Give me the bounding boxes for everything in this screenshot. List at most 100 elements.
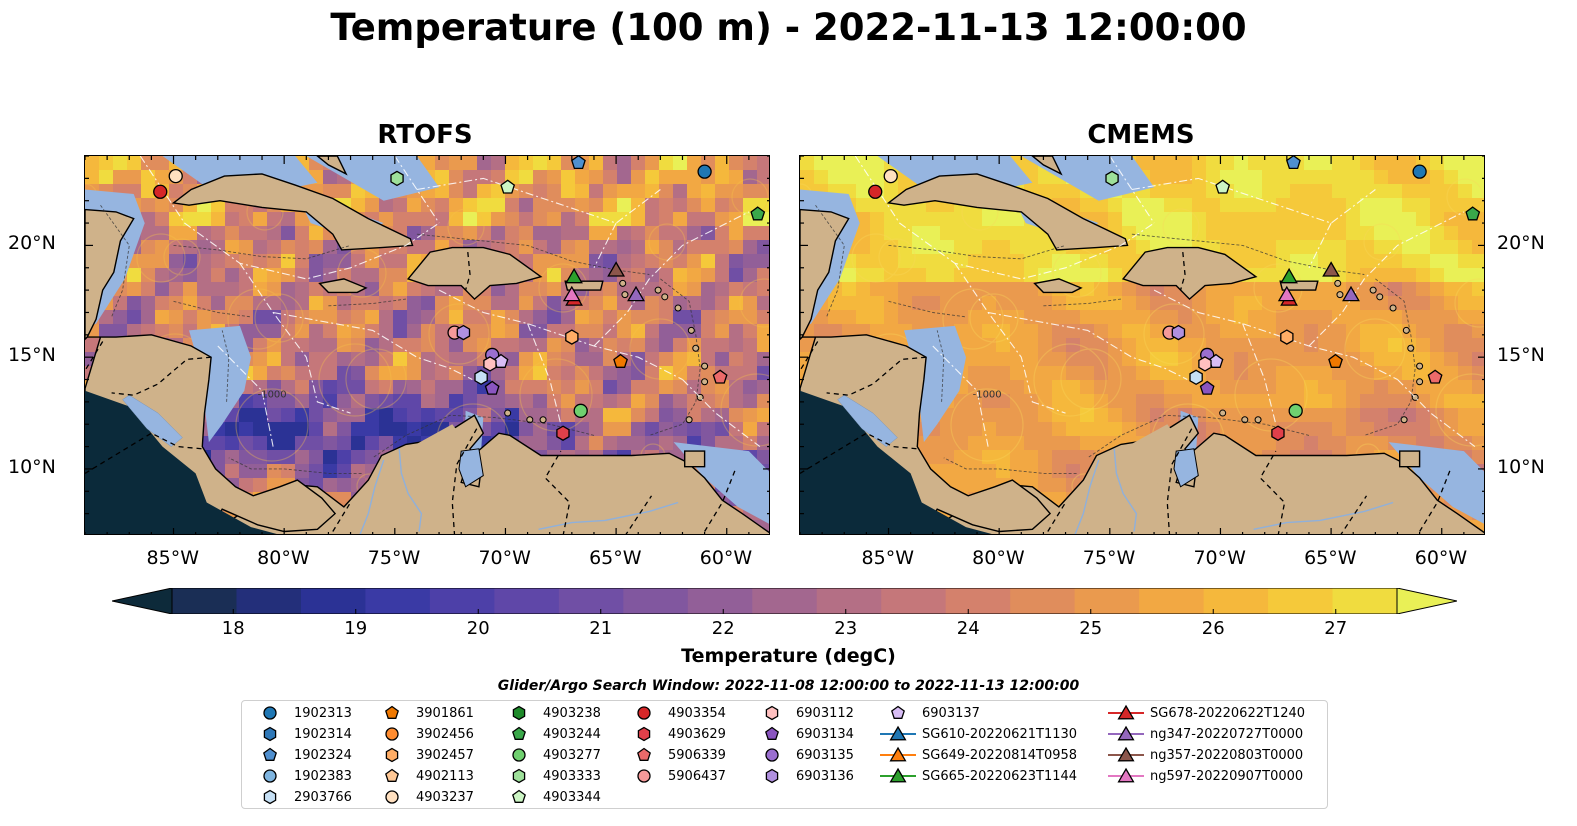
legend-marker-hexagon: [765, 768, 779, 784]
legend-marker-pentagon: [637, 747, 651, 761]
rtofs-map-canvas: -1000: [85, 156, 769, 534]
legend-item: 3901861: [372, 703, 474, 723]
legend-marker-hexagon: [385, 747, 399, 763]
y-tick-label: 10°N: [1497, 455, 1545, 478]
x-tick-label: 85°W: [146, 547, 199, 569]
platform-4903277: [573, 403, 588, 418]
platform-6903112: [1198, 356, 1212, 372]
legend-marker-hexagon: [263, 789, 277, 805]
legend-label: 4903354: [668, 705, 726, 721]
frame-ticks: [800, 156, 1484, 534]
legend-label: 4903277: [543, 747, 601, 763]
platform-ng347-20220727T0000: [627, 285, 645, 302]
colorbar: [112, 588, 1457, 614]
x-tick-label: 75°W: [1082, 547, 1136, 569]
colorbar-tick-label: 26: [1201, 618, 1225, 639]
legend-label: 4903238: [543, 705, 601, 721]
legend-marker-pentagon: [765, 726, 779, 740]
platform-4903277: [1288, 403, 1303, 418]
frame-ticks: [85, 156, 769, 534]
platform-ng597-20220907T0000: [562, 285, 581, 302]
platform-4903244: [1465, 206, 1481, 221]
x-tick-label: 80°W: [257, 547, 310, 569]
eddy-texture: [85, 178, 769, 514]
legend-label: 1902383: [294, 768, 352, 784]
legend-item: ng347-20220727T0000: [1106, 724, 1303, 744]
platform-1902313: [1412, 164, 1427, 179]
legend-marker-hexagon: [263, 726, 277, 742]
legend-item: SG665-20220623T1144: [878, 766, 1077, 786]
platform-4903333: [390, 170, 404, 187]
legend-marker-hexagon: [765, 705, 779, 721]
x-tick-label: 70°W: [478, 547, 531, 569]
legend-label: 2903766: [294, 789, 352, 805]
colorbar-extend-low: [112, 588, 173, 614]
platform-4903629: [1271, 425, 1285, 441]
legend-title: Glider/Argo Search Window: 2022-11-08 12…: [497, 678, 1080, 694]
legend-label: ng597-20220907T0000: [1150, 768, 1304, 784]
legend-item: 4903344: [499, 787, 601, 807]
colorbar-tick-label: 20: [466, 618, 490, 639]
legend-marker-triangle: [1108, 746, 1144, 762]
legend-label: SG665-20220623T1144: [922, 768, 1078, 784]
legend-marker-triangle: [1108, 725, 1144, 741]
platform-1902313: [697, 164, 712, 179]
legend-label: 4903333: [543, 768, 601, 784]
platform-2903766: [1189, 369, 1203, 386]
x-tick-label: 60°W: [1414, 547, 1468, 569]
legend-item: 4903237: [372, 787, 474, 807]
legend-marker-hexagon: [637, 726, 651, 742]
legend-item: 5906437: [624, 766, 726, 786]
x-tick-label: 60°W: [699, 547, 753, 569]
legend-label: ng357-20220803T0000: [1150, 747, 1304, 763]
legend-marker-hexagon: [512, 768, 526, 784]
legend-label: 6903137: [922, 705, 980, 721]
y-tick-label: 15°N: [1497, 344, 1545, 367]
legend-item: SG678-20220622T1240: [1106, 703, 1305, 723]
platform-1902324: [571, 156, 586, 170]
panel-title-cmems: CMEMS: [1087, 120, 1195, 150]
platform-markers: [153, 156, 766, 441]
legend-label: 3902456: [416, 726, 474, 742]
depth-contour-label: -1000: [973, 389, 1002, 400]
legend-marker-pentagon: [891, 705, 905, 719]
legend-item: 4903354: [624, 703, 726, 723]
platform-4903344: [1215, 179, 1231, 194]
panel-title-rtofs: RTOFS: [377, 120, 473, 150]
platform-ng357-20220803T0000: [607, 261, 626, 277]
platform-4903237: [883, 168, 898, 184]
colorbar-tick-label: 22: [711, 618, 735, 639]
legend-label: 1902314: [294, 726, 352, 742]
legend-label: 4903244: [543, 726, 601, 742]
x-tick-label: 85°W: [861, 547, 914, 569]
legend-label: 6903112: [796, 705, 854, 721]
legend-item: 6903135: [752, 745, 854, 765]
legend-marker-pentagon: [263, 747, 277, 761]
platform-6903112: [483, 356, 497, 372]
legend-label: SG678-20220622T1240: [1150, 705, 1306, 721]
legend-marker-circle: [385, 790, 399, 804]
platform-6903137: [493, 353, 509, 368]
x-tick-label: 80°W: [972, 547, 1025, 569]
legend-item: SG610-20220621T1130: [878, 724, 1077, 744]
legend-marker-pentagon: [385, 705, 399, 719]
legend-marker-pentagon: [512, 789, 526, 803]
platform-ng347-20220727T0000: [1342, 285, 1360, 302]
colorbar-tick-label: 19: [344, 618, 368, 639]
legend-label: 6903134: [796, 726, 854, 742]
platform-4903629: [556, 425, 570, 441]
legend-label: SG610-20220621T1130: [922, 726, 1078, 742]
x-tick-label: 75°W: [367, 547, 421, 569]
rtofs-map: -1000: [84, 155, 770, 535]
platform-4903354: [868, 184, 883, 199]
colorbar-label: Temperature (degC): [681, 645, 896, 667]
legend-label: 6903136: [796, 768, 854, 784]
colorbar-extend-high: [1396, 588, 1457, 614]
legend-marker-triangle: [880, 746, 916, 762]
legend-item: 5906339: [624, 745, 726, 765]
legend-label: 6903135: [796, 747, 854, 763]
figure-title: Temperature (100 m) - 2022-11-13 12:00:0…: [330, 6, 1247, 49]
x-tick-label: 65°W: [589, 547, 642, 569]
legend-label: 1902324: [294, 747, 352, 763]
legend-label: 3902457: [416, 747, 474, 763]
